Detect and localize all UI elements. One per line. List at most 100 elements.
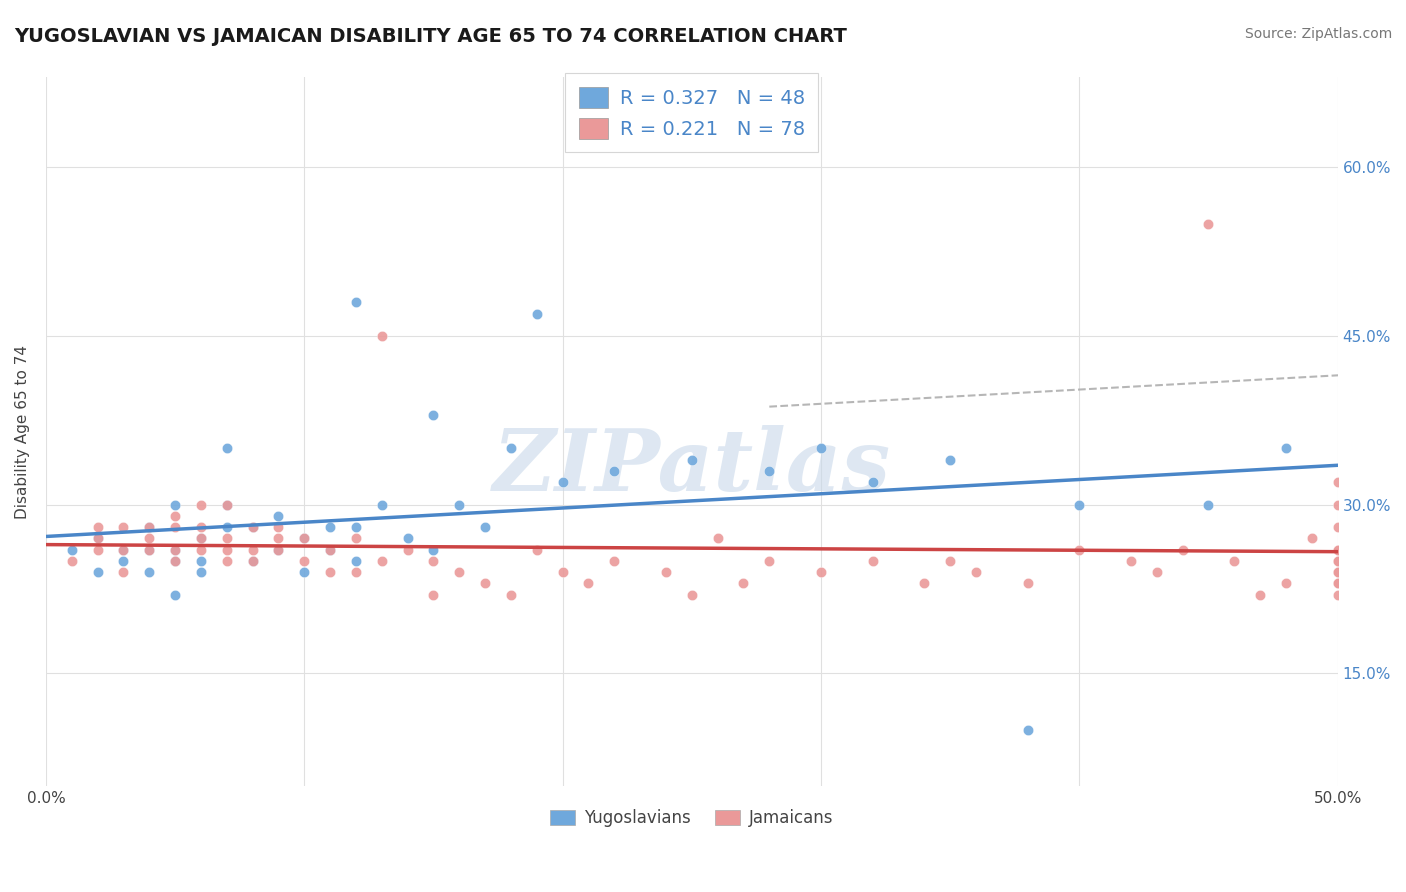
- Point: [1326, 554, 1348, 568]
- Point: [1301, 532, 1323, 546]
- Point: [112, 542, 135, 557]
- Point: [939, 554, 962, 568]
- Point: [1326, 576, 1348, 591]
- Point: [912, 576, 935, 591]
- Point: [267, 520, 290, 534]
- Point: [1326, 542, 1348, 557]
- Point: [86, 532, 108, 546]
- Point: [758, 554, 780, 568]
- Point: [138, 520, 160, 534]
- Point: [1119, 554, 1142, 568]
- Point: [60, 542, 83, 557]
- Point: [474, 520, 496, 534]
- Point: [292, 554, 315, 568]
- Point: [1069, 498, 1091, 512]
- Point: [1326, 554, 1348, 568]
- Point: [215, 442, 238, 456]
- Point: [112, 520, 135, 534]
- Point: [267, 542, 290, 557]
- Point: [165, 520, 187, 534]
- Point: [681, 588, 703, 602]
- Point: [319, 520, 342, 534]
- Point: [190, 520, 212, 534]
- Point: [810, 565, 832, 579]
- Point: [319, 542, 342, 557]
- Point: [1017, 723, 1039, 737]
- Point: [215, 498, 238, 512]
- Point: [215, 498, 238, 512]
- Point: [1326, 475, 1348, 490]
- Point: [138, 520, 160, 534]
- Point: [1069, 542, 1091, 557]
- Point: [422, 588, 444, 602]
- Point: [267, 532, 290, 546]
- Point: [1146, 565, 1168, 579]
- Point: [1275, 576, 1298, 591]
- Point: [499, 588, 522, 602]
- Point: [112, 554, 135, 568]
- Point: [578, 576, 600, 591]
- Point: [371, 554, 394, 568]
- Point: [215, 532, 238, 546]
- Point: [344, 554, 367, 568]
- Point: [112, 565, 135, 579]
- Point: [1171, 542, 1194, 557]
- Point: [1198, 498, 1220, 512]
- Point: [215, 520, 238, 534]
- Text: YUGOSLAVIAN VS JAMAICAN DISABILITY AGE 65 TO 74 CORRELATION CHART: YUGOSLAVIAN VS JAMAICAN DISABILITY AGE 6…: [14, 27, 846, 45]
- Point: [1326, 576, 1348, 591]
- Point: [526, 542, 548, 557]
- Point: [190, 498, 212, 512]
- Point: [733, 576, 755, 591]
- Point: [242, 542, 264, 557]
- Point: [603, 464, 626, 478]
- Point: [603, 554, 626, 568]
- Point: [396, 532, 419, 546]
- Point: [1326, 542, 1348, 557]
- Text: Source: ZipAtlas.com: Source: ZipAtlas.com: [1244, 27, 1392, 41]
- Point: [422, 542, 444, 557]
- Point: [655, 565, 678, 579]
- Point: [449, 498, 471, 512]
- Point: [1326, 498, 1348, 512]
- Point: [862, 554, 884, 568]
- Point: [1275, 442, 1298, 456]
- Point: [1326, 520, 1348, 534]
- Point: [1223, 554, 1246, 568]
- Point: [422, 408, 444, 422]
- Point: [190, 532, 212, 546]
- Point: [138, 532, 160, 546]
- Point: [267, 508, 290, 523]
- Point: [939, 452, 962, 467]
- Point: [267, 542, 290, 557]
- Text: ZIPatlas: ZIPatlas: [492, 425, 891, 508]
- Point: [344, 520, 367, 534]
- Point: [1198, 217, 1220, 231]
- Point: [86, 565, 108, 579]
- Point: [86, 542, 108, 557]
- Point: [344, 295, 367, 310]
- Point: [1249, 588, 1271, 602]
- Point: [499, 442, 522, 456]
- Point: [344, 565, 367, 579]
- Point: [1017, 576, 1039, 591]
- Point: [165, 588, 187, 602]
- Point: [242, 554, 264, 568]
- Point: [242, 554, 264, 568]
- Point: [190, 532, 212, 546]
- Point: [215, 542, 238, 557]
- Point: [190, 554, 212, 568]
- Legend: Yugoslavians, Jamaicans: Yugoslavians, Jamaicans: [544, 803, 839, 834]
- Point: [215, 554, 238, 568]
- Point: [165, 508, 187, 523]
- Point: [292, 532, 315, 546]
- Point: [165, 542, 187, 557]
- Point: [396, 542, 419, 557]
- Point: [449, 565, 471, 579]
- Point: [190, 565, 212, 579]
- Point: [810, 442, 832, 456]
- Point: [1326, 565, 1348, 579]
- Point: [371, 498, 394, 512]
- Point: [112, 542, 135, 557]
- Point: [344, 532, 367, 546]
